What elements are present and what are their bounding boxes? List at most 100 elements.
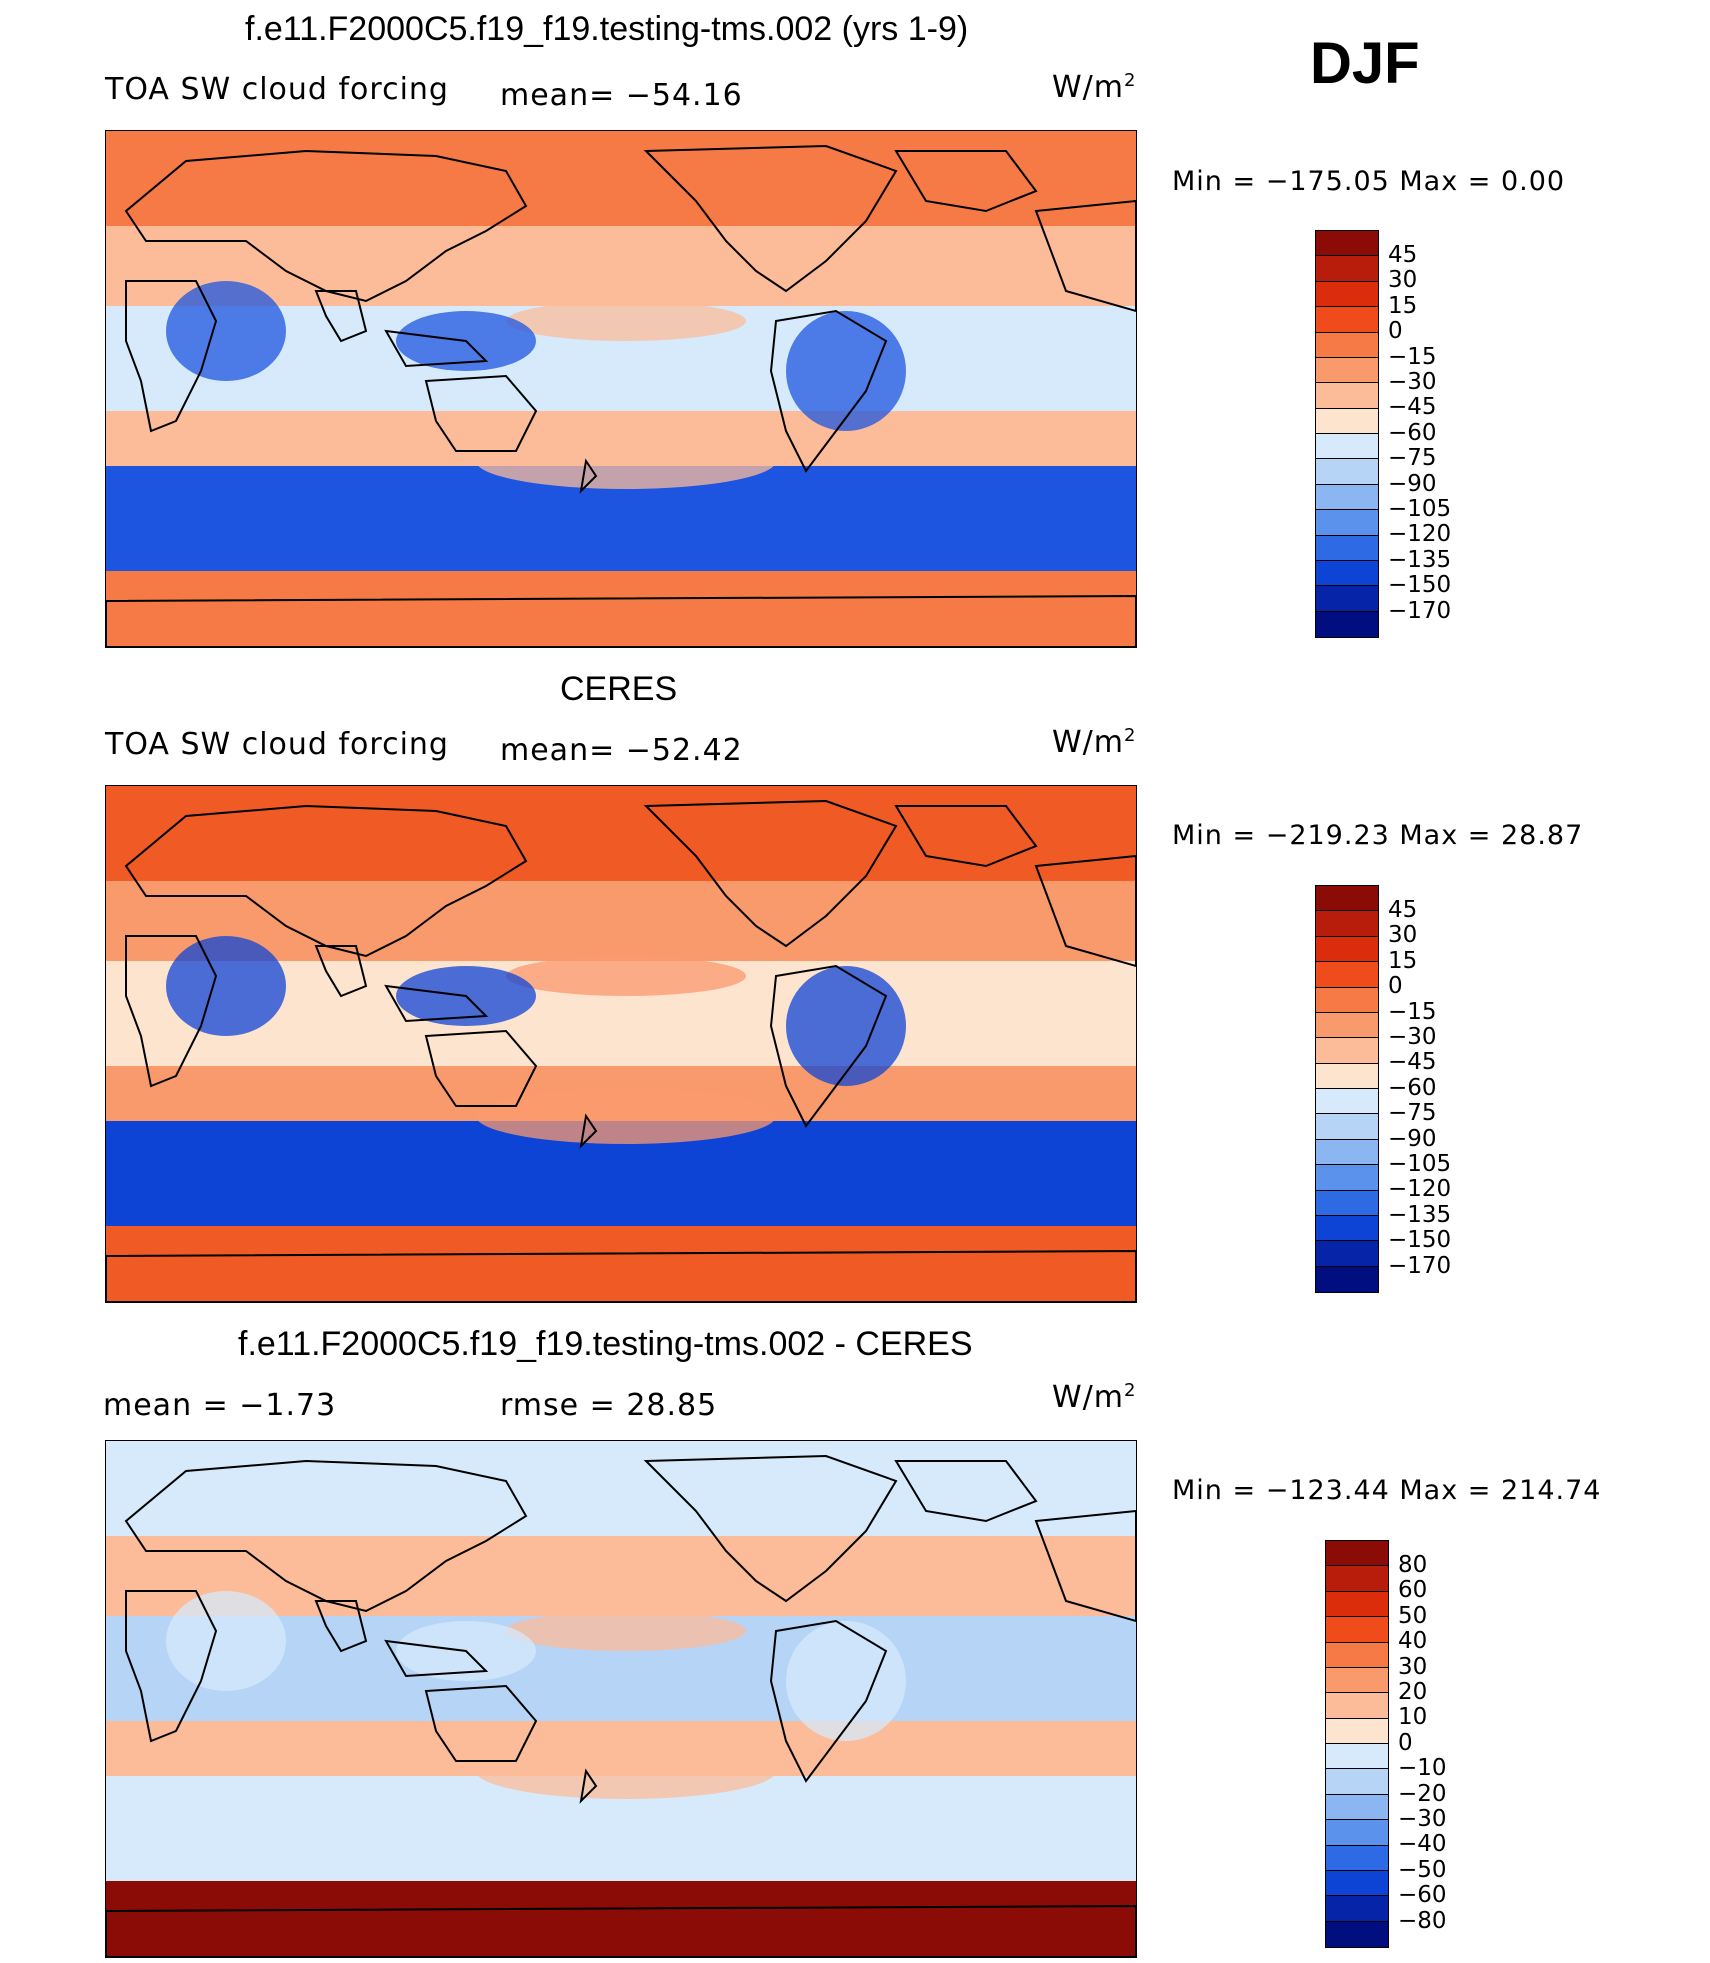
colorbar-tick-label: −10 [1398, 1755, 1447, 1782]
band-north [106, 131, 1136, 226]
colorbar-swatch [1326, 1769, 1388, 1795]
colorbar-tick-label: −150 [1388, 572, 1452, 599]
colorbar-tick-label: 20 [1398, 1679, 1428, 1706]
panel-2-units: W/m2 [1052, 725, 1137, 760]
field-anomaly-blob [506, 956, 746, 996]
colorbar-tick-label: 10 [1398, 1704, 1428, 1731]
colorbar-tick-label: 30 [1388, 922, 1418, 949]
coastline-outline [643, 799, 898, 948]
band-antarctic [106, 571, 1136, 647]
colorbar-swatch [1316, 936, 1378, 963]
coastline-outline [424, 1684, 538, 1762]
panel-1-left-label: TOA SW cloud forcing [105, 72, 449, 107]
field-anomaly-blob [166, 1591, 286, 1691]
colorbar-tick-label: −45 [1388, 1049, 1437, 1076]
colorbar-swatch [1316, 281, 1378, 308]
band-antarctic [106, 1226, 1136, 1302]
field-anomaly-blob [476, 433, 776, 489]
colorbar-tick-label: 50 [1398, 1602, 1428, 1629]
panel-3-title: f.e11.F2000C5.f19_f19.testing-tms.002 - … [238, 1325, 973, 1363]
panel-1-title: f.e11.F2000C5.f19_f19.testing-tms.002 (y… [245, 10, 969, 48]
colorbar-swatch [1316, 1241, 1378, 1267]
coastline-outline [384, 329, 489, 368]
colorbar-swatch [1316, 1038, 1378, 1064]
band-mid-north [106, 1536, 1136, 1616]
colorbar-tick-label: −105 [1388, 496, 1452, 523]
colorbar-tick-label: 45 [1388, 242, 1418, 268]
panel-3-colorbar [1325, 1540, 1389, 1948]
coastline-outline [384, 1639, 489, 1678]
panel-2-map [105, 785, 1137, 1303]
colorbar-tick-label: −60 [1398, 1882, 1447, 1909]
coastline-outline [643, 1454, 898, 1603]
colorbar-swatch [1326, 1794, 1388, 1821]
panel-2-colorbar-labels: 45 30 15 0 −15 −30 −45 −60 −75 −90 −105 −120 −135 −15… [1388, 897, 1452, 1279]
coastline-outline [125, 1590, 218, 1743]
colorbar-tick-label: −15 [1388, 998, 1437, 1025]
coastline-outline [424, 374, 538, 452]
colorbar-swatch [1316, 1114, 1378, 1140]
colorbar-tick-label: −30 [1388, 1024, 1437, 1051]
colorbar-tick-label: 30 [1398, 1653, 1428, 1680]
coastline-outline [579, 1113, 598, 1149]
panel-1-minmax: Min = −175.05 Max = 0.00 [1172, 166, 1566, 197]
colorbar-swatch [1316, 611, 1378, 637]
colorbar-swatch [1316, 307, 1378, 333]
coastline-outline [579, 458, 598, 494]
colorbar-swatch [1316, 434, 1378, 460]
colorbar-tick-label: −30 [1398, 1806, 1447, 1833]
colorbar-tick-label: 30 [1388, 267, 1418, 294]
colorbar-tick-label: 15 [1388, 292, 1418, 319]
panel-1-units: W/m2 [1052, 70, 1137, 105]
coastline-outline [1034, 1509, 1136, 1623]
panel-3-units: W/m2 [1052, 1380, 1137, 1415]
colorbar-swatch [1326, 1896, 1388, 1922]
coastline-outline [579, 1768, 598, 1804]
colorbar-tick-label: −90 [1388, 1125, 1437, 1152]
coastline-outline [124, 1459, 528, 1613]
colorbar-swatch [1326, 1541, 1388, 1567]
panel-2-title: CERES [560, 670, 678, 708]
colorbar-tick-label: −105 [1388, 1151, 1452, 1178]
coastline-outline [769, 309, 888, 473]
coastline-outline [384, 984, 489, 1023]
field-anomaly-blob [166, 936, 286, 1036]
coastline-outline [124, 804, 528, 958]
colorbar-swatch [1316, 1165, 1378, 1191]
colorbar-swatch [1316, 408, 1378, 434]
coastline-outline [125, 935, 218, 1088]
colorbar-swatch [1316, 231, 1378, 257]
colorbar-swatch [1316, 1215, 1378, 1242]
coastline-outline [106, 1904, 1136, 1957]
colorbar-tick-label: −30 [1388, 369, 1437, 396]
colorbar-tick-label: −120 [1388, 1176, 1452, 1203]
coastline-outline [314, 1600, 368, 1653]
colorbar-swatch [1316, 962, 1378, 988]
coastline-outline [125, 280, 218, 433]
colorbar-tick-label: −45 [1388, 394, 1437, 421]
colorbar-swatch [1326, 1870, 1388, 1897]
panel-1-mean: mean= −54.16 [500, 78, 743, 113]
field-anomaly-blob [506, 301, 746, 341]
field-anomaly-blob [506, 1611, 746, 1651]
panel-2-mean: mean= −52.42 [500, 733, 743, 768]
panel-2-minmax: Min = −219.23 Max = 28.87 [1172, 820, 1584, 851]
colorbar-swatch [1326, 1744, 1388, 1770]
colorbar-swatch [1326, 1921, 1388, 1947]
field-anomaly-blob [786, 966, 906, 1086]
band-antarctic [106, 1881, 1136, 1957]
colorbar-tick-label: 0 [1388, 318, 1403, 345]
colorbar-swatch [1326, 1591, 1388, 1618]
field-anomaly-blob [476, 1088, 776, 1144]
coastline-outline [106, 594, 1136, 647]
colorbar-tick-label: −80 [1398, 1907, 1447, 1934]
coastline-outline [769, 1619, 888, 1783]
field-anomaly-blob [786, 311, 906, 431]
colorbar-tick-label: 15 [1388, 947, 1418, 974]
colorbar-swatch [1316, 535, 1378, 561]
colorbar-tick-label: 0 [1398, 1729, 1413, 1756]
colorbar-tick-label: −150 [1388, 1227, 1452, 1254]
panel-2-colorbar [1315, 885, 1379, 1293]
band-mid-north [106, 881, 1136, 961]
panel-3-mean: mean = −1.73 [103, 1388, 337, 1423]
